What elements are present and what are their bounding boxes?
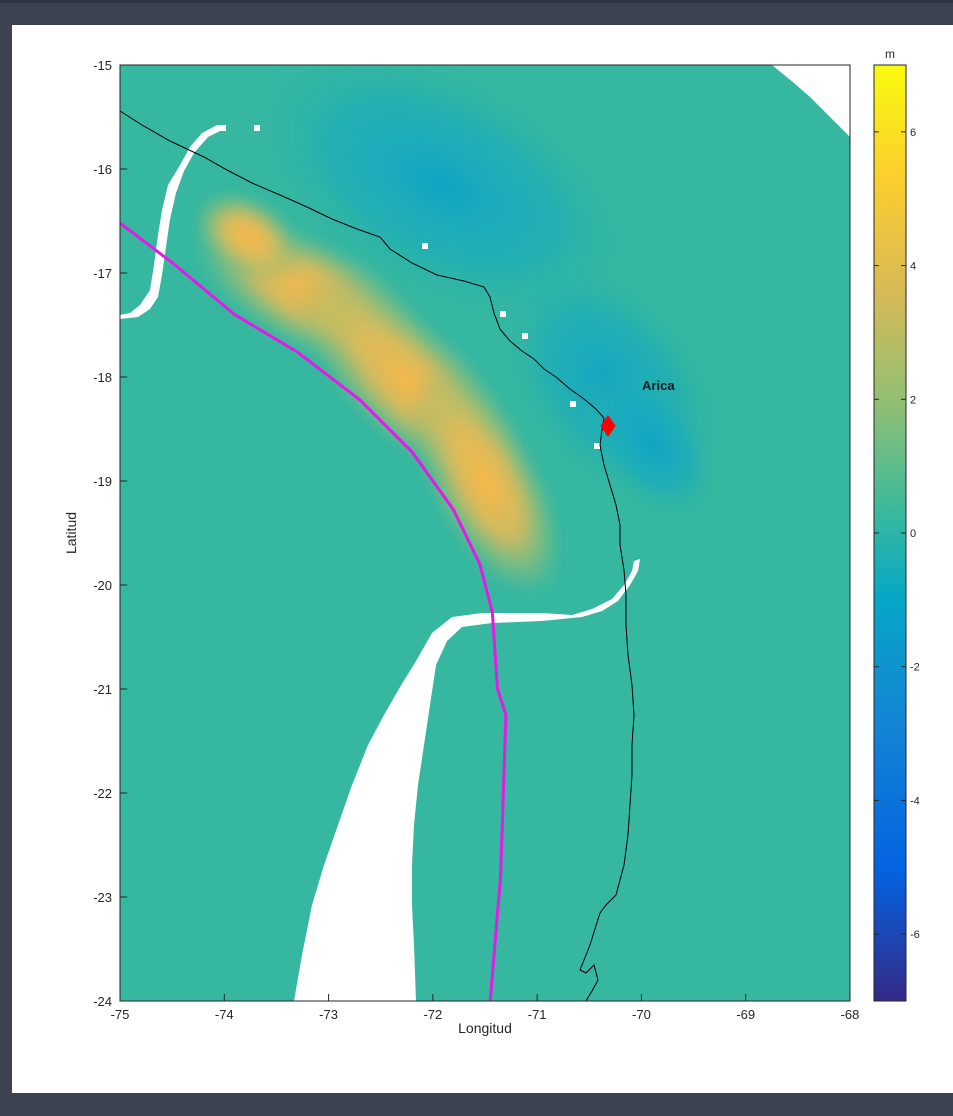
land-islet: [254, 125, 260, 131]
land-islet: [522, 333, 528, 339]
x-axis-label: Longitud: [458, 1020, 512, 1036]
colorbar: [873, 64, 907, 1002]
y-tick-label: -21: [93, 682, 112, 697]
bottom-strip: [0, 1093, 953, 1116]
colorbar-tick-label: -4: [910, 795, 920, 807]
x-tick-label: -69: [736, 1007, 755, 1022]
x-tick-label: -75: [111, 1007, 130, 1022]
figure-canvas: Arica -75 -74 -73 -72 -71 -70 -69 -68 -24 -23 -22…: [12, 25, 953, 1093]
x-ticks: -75 -74 -73 -72 -71 -70 -69 -68: [111, 994, 860, 1022]
colorbar-unit-label: m: [885, 47, 895, 61]
land-islet: [594, 443, 600, 449]
colorbar-ticks: 6 4 2 0 -2 -4 -6: [874, 127, 920, 941]
location-marker[interactable]: [600, 415, 616, 437]
land-region-northeast-corner: [772, 65, 850, 137]
colorbar-tick-label: 6: [910, 127, 916, 139]
y-ticks: -24 -23 -22 -21 -20 -19 -18 -17 -16 -15: [93, 58, 127, 1009]
y-tick-label: -15: [93, 58, 112, 73]
x-tick-label: -71: [528, 1007, 547, 1022]
colorbar-tick-label: -2: [910, 662, 920, 674]
x-tick-label: -70: [632, 1007, 651, 1022]
coastline: [120, 110, 635, 1001]
y-tick-label: -24: [93, 994, 112, 1009]
x-tick-label: -68: [841, 1007, 860, 1022]
colorbar-tick-label: 2: [910, 394, 916, 406]
colorbar-tick-label: 0: [910, 528, 916, 540]
land-region-south: [294, 559, 640, 1001]
colorbar-tick-label: -6: [910, 929, 920, 941]
x-tick-label: -73: [319, 1007, 338, 1022]
trench-line: [120, 221, 508, 1001]
y-tick-label: -19: [93, 474, 112, 489]
land-islet: [500, 311, 506, 317]
land-islet: [220, 125, 226, 131]
land-islet: [570, 401, 576, 407]
axes-box: [119, 64, 851, 1002]
x-tick-label: -72: [423, 1007, 442, 1022]
y-axis-label: Latitud: [63, 512, 79, 554]
land-islet: [422, 243, 428, 249]
uplift-zone: [185, 189, 567, 603]
y-tick-label: -18: [93, 370, 112, 385]
marker-label: Arica: [642, 378, 675, 393]
map-figure: Arica -75 -74 -73 -72 -71 -70 -69 -68 -24-23-22…: [63, 47, 920, 1036]
y-tick-label: -16: [93, 162, 112, 177]
colorbar-tick-label: 4: [910, 261, 916, 273]
y-tick-label: -22: [93, 786, 112, 801]
y-tick-label: -17: [93, 266, 112, 281]
y-tick-label: -23: [93, 890, 112, 905]
y-tick-label: -20: [93, 578, 112, 593]
x-tick-label: -74: [215, 1007, 234, 1022]
